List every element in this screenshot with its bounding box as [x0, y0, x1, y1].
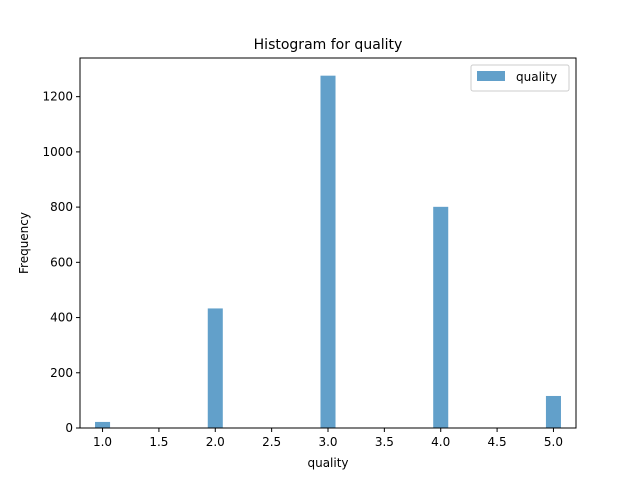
- y-axis-label: Frequency: [17, 212, 31, 274]
- legend-swatch: [477, 71, 505, 81]
- y-tick-label-0: 0: [65, 421, 73, 435]
- x-tick-label-2: 2.0: [206, 435, 225, 449]
- x-tick-label-6: 4.0: [431, 435, 450, 449]
- y-tick-label-6: 1200: [42, 90, 73, 104]
- y-tick-label-5: 1000: [42, 145, 73, 159]
- x-tick-label-5: 3.5: [375, 435, 394, 449]
- x-tick-label-7: 4.5: [488, 435, 507, 449]
- y-tick-label-2: 400: [50, 311, 73, 325]
- y-tick-label-1: 200: [50, 366, 73, 380]
- x-axis-ticks: 1.0 1.5 2.0 2.5 3.0 3.5 4.0 4.5 5.0: [93, 428, 563, 449]
- y-axis-ticks: 0 200 400 600 800 1000 1200: [42, 90, 80, 435]
- x-tick-label-4: 3.0: [318, 435, 337, 449]
- legend: quality: [470, 64, 570, 92]
- y-tick-label-3: 600: [50, 255, 73, 269]
- x-tick-label-0: 1.0: [93, 435, 112, 449]
- y-tick-label-4: 800: [50, 200, 73, 214]
- histogram-bar-1: [207, 308, 223, 428]
- x-axis-label: quality: [307, 456, 348, 470]
- legend-label: quality: [516, 70, 557, 84]
- bars-group: [95, 75, 561, 429]
- histogram-bar-4: [545, 395, 561, 428]
- x-tick-label-8: 5.0: [544, 435, 563, 449]
- histogram-bar-0: [95, 421, 111, 428]
- histogram-bar-3: [433, 206, 449, 428]
- x-tick-label-3: 2.5: [262, 435, 281, 449]
- chart-title: Histogram for quality: [254, 37, 403, 53]
- x-tick-label-1: 1.5: [149, 435, 168, 449]
- histogram-bar-2: [320, 75, 336, 429]
